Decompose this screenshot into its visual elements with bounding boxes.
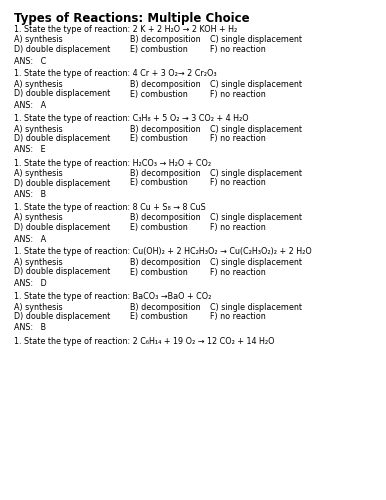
Text: D) double displacement: D) double displacement bbox=[14, 90, 110, 98]
Text: D) double displacement: D) double displacement bbox=[14, 134, 110, 143]
Text: F) no reaction: F) no reaction bbox=[210, 312, 266, 321]
Text: E) combustion: E) combustion bbox=[130, 268, 188, 276]
Text: C) single displacement: C) single displacement bbox=[210, 36, 302, 44]
Text: A) synthesis: A) synthesis bbox=[14, 36, 63, 44]
Text: A) synthesis: A) synthesis bbox=[14, 258, 63, 267]
Text: ANS:   D: ANS: D bbox=[14, 279, 47, 288]
Text: 1. State the type of reaction: 2 C₆H₁₄ + 19 O₂ → 12 CO₂ + 14 H₂O: 1. State the type of reaction: 2 C₆H₁₄ +… bbox=[14, 336, 274, 345]
Text: ANS:   A: ANS: A bbox=[14, 234, 46, 244]
Text: C) single displacement: C) single displacement bbox=[210, 80, 302, 89]
Text: B) decomposition: B) decomposition bbox=[130, 258, 201, 267]
Text: ANS:   E: ANS: E bbox=[14, 146, 46, 154]
Text: ANS:   B: ANS: B bbox=[14, 190, 46, 199]
Text: B) decomposition: B) decomposition bbox=[130, 169, 201, 178]
Text: F) no reaction: F) no reaction bbox=[210, 268, 266, 276]
Text: 1. State the type of reaction: 4 Cr + 3 O₂→ 2 Cr₂O₃: 1. State the type of reaction: 4 Cr + 3 … bbox=[14, 70, 217, 78]
Text: B) decomposition: B) decomposition bbox=[130, 302, 201, 312]
Text: 1. State the type of reaction: 8 Cu + S₈ → 8 CuS: 1. State the type of reaction: 8 Cu + S₈… bbox=[14, 203, 206, 212]
Text: 1. State the type of reaction: Cu(OH)₂ + 2 HC₂H₃O₂ → Cu(C₂H₃O₂)₂ + 2 H₂O: 1. State the type of reaction: Cu(OH)₂ +… bbox=[14, 248, 312, 256]
Text: B) decomposition: B) decomposition bbox=[130, 124, 201, 134]
Text: ANS:   B: ANS: B bbox=[14, 324, 46, 332]
Text: D) double displacement: D) double displacement bbox=[14, 178, 110, 188]
Text: 1. State the type of reaction: 2 K + 2 H₂O → 2 KOH + H₂: 1. State the type of reaction: 2 K + 2 H… bbox=[14, 25, 237, 34]
Text: E) combustion: E) combustion bbox=[130, 223, 188, 232]
Text: E) combustion: E) combustion bbox=[130, 90, 188, 98]
Text: A) synthesis: A) synthesis bbox=[14, 302, 63, 312]
Text: 1. State the type of reaction: BaCO₃ →BaO + CO₂: 1. State the type of reaction: BaCO₃ →Ba… bbox=[14, 292, 212, 301]
Text: F) no reaction: F) no reaction bbox=[210, 45, 266, 54]
Text: C) single displacement: C) single displacement bbox=[210, 302, 302, 312]
Text: A) synthesis: A) synthesis bbox=[14, 80, 63, 89]
Text: 1. State the type of reaction: C₃H₈ + 5 O₂ → 3 CO₂ + 4 H₂O: 1. State the type of reaction: C₃H₈ + 5 … bbox=[14, 114, 249, 123]
Text: A) synthesis: A) synthesis bbox=[14, 124, 63, 134]
Text: 1. State the type of reaction: H₂CO₃ → H₂O + CO₂: 1. State the type of reaction: H₂CO₃ → H… bbox=[14, 158, 211, 168]
Text: C) single displacement: C) single displacement bbox=[210, 214, 302, 222]
Text: C) single displacement: C) single displacement bbox=[210, 169, 302, 178]
Text: B) decomposition: B) decomposition bbox=[130, 36, 201, 44]
Text: E) combustion: E) combustion bbox=[130, 134, 188, 143]
Text: ANS:   C: ANS: C bbox=[14, 56, 46, 66]
Text: E) combustion: E) combustion bbox=[130, 178, 188, 188]
Text: D) double displacement: D) double displacement bbox=[14, 312, 110, 321]
Text: B) decomposition: B) decomposition bbox=[130, 214, 201, 222]
Text: A) synthesis: A) synthesis bbox=[14, 169, 63, 178]
Text: E) combustion: E) combustion bbox=[130, 312, 188, 321]
Text: D) double displacement: D) double displacement bbox=[14, 223, 110, 232]
Text: D) double displacement: D) double displacement bbox=[14, 268, 110, 276]
Text: C) single displacement: C) single displacement bbox=[210, 258, 302, 267]
Text: ANS:   A: ANS: A bbox=[14, 101, 46, 110]
Text: E) combustion: E) combustion bbox=[130, 45, 188, 54]
Text: C) single displacement: C) single displacement bbox=[210, 124, 302, 134]
Text: F) no reaction: F) no reaction bbox=[210, 223, 266, 232]
Text: D) double displacement: D) double displacement bbox=[14, 45, 110, 54]
Text: F) no reaction: F) no reaction bbox=[210, 90, 266, 98]
Text: A) synthesis: A) synthesis bbox=[14, 214, 63, 222]
Text: Types of Reactions: Multiple Choice: Types of Reactions: Multiple Choice bbox=[14, 12, 250, 25]
Text: F) no reaction: F) no reaction bbox=[210, 178, 266, 188]
Text: F) no reaction: F) no reaction bbox=[210, 134, 266, 143]
Text: B) decomposition: B) decomposition bbox=[130, 80, 201, 89]
